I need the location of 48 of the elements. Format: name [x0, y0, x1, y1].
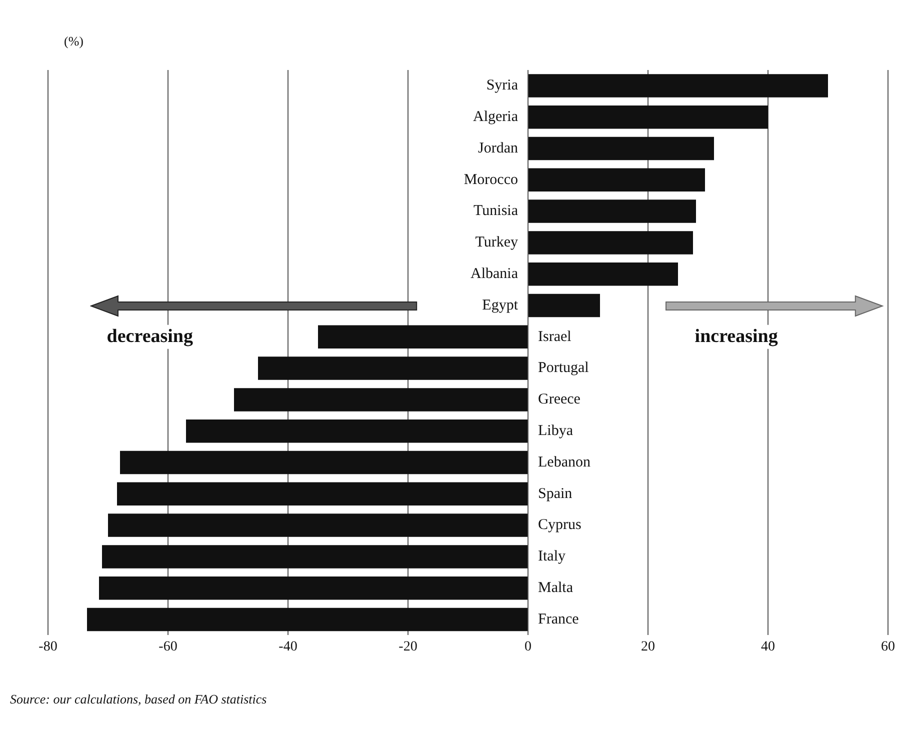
x-tick-label: 60	[881, 639, 895, 654]
x-tick-label: 0	[524, 639, 532, 654]
x-tick-label: -60	[158, 639, 178, 654]
bar	[186, 419, 528, 443]
bar	[120, 450, 528, 474]
y-tick-label: Spain	[538, 486, 573, 502]
bar	[99, 576, 528, 600]
y-tick-label: France	[538, 611, 580, 628]
bar	[528, 262, 678, 286]
bar	[528, 294, 600, 318]
y-tick-label: Cyprus	[538, 517, 582, 534]
y-tick-label: Algeria	[473, 109, 518, 126]
x-tick-label: 40	[761, 639, 775, 654]
y-tick-label: Egypt	[482, 297, 519, 314]
y-tick-label: Lebanon	[538, 454, 591, 470]
y-tick-label: Portugal	[538, 360, 589, 376]
bar	[528, 74, 828, 98]
y-tick-label: Morocco	[464, 172, 518, 188]
y-tick-label: Turkey	[475, 234, 518, 251]
y-tick-label: Italy	[538, 548, 566, 565]
bar	[234, 388, 528, 412]
bar	[528, 168, 705, 192]
x-axis-title: (%)	[64, 33, 84, 48]
y-tick-label: Libya	[538, 423, 574, 440]
y-tick-label: Malta	[538, 580, 574, 596]
bar	[87, 608, 528, 632]
bar	[528, 231, 693, 254]
source-note: Source: our calculations, based on FAO statistics	[10, 691, 267, 706]
bar	[117, 482, 528, 506]
y-tick-label: Albania	[470, 266, 518, 282]
y-tick-label: Israel	[538, 328, 572, 345]
bar	[528, 105, 768, 129]
annotation: increasing	[694, 326, 778, 347]
bar	[108, 514, 528, 537]
bar	[102, 545, 528, 568]
y-tick-label: Syria	[486, 78, 518, 94]
bar	[528, 136, 714, 160]
annotation: decreasing	[106, 326, 194, 347]
x-tick-label: -20	[398, 639, 418, 654]
y-tick-label: Greece	[538, 392, 581, 408]
x-tick-label: -40	[278, 639, 298, 654]
bar	[528, 200, 696, 223]
x-tick-label: 20	[641, 639, 655, 654]
bar	[318, 325, 528, 349]
x-tick-label: -80	[38, 639, 58, 654]
bar	[258, 356, 528, 380]
y-tick-label: Jordan	[478, 140, 518, 156]
y-tick-label: Tunisia	[474, 203, 518, 220]
